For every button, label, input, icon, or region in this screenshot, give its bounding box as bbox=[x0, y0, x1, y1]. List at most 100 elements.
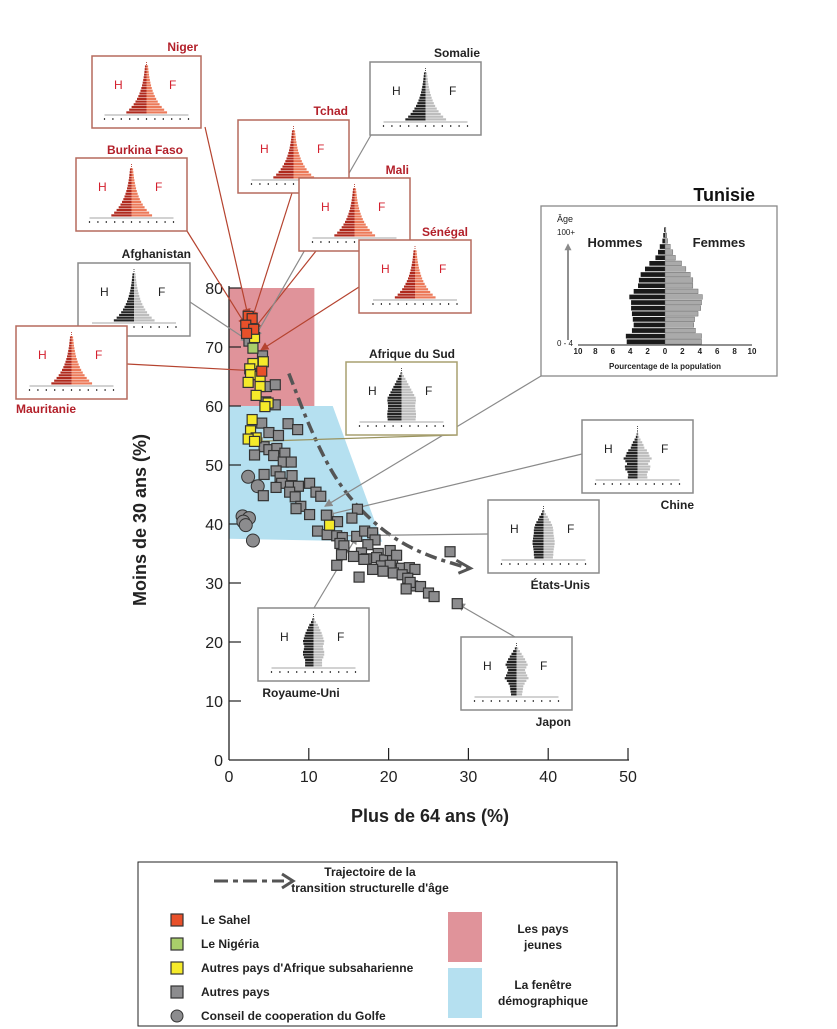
pyramid-bar-male bbox=[131, 278, 134, 281]
inset-male-label: H bbox=[100, 285, 109, 299]
legend-regions: Les pays jeunes La fenêtre démographique bbox=[448, 912, 588, 1018]
pyramid-tick bbox=[389, 303, 391, 305]
pyramid-bar-female bbox=[71, 355, 77, 358]
pyramid-bar-female bbox=[293, 138, 296, 141]
pyramid-bar-female bbox=[71, 363, 79, 366]
point-autres-pays bbox=[303, 477, 316, 489]
pyramid-bar-male bbox=[122, 200, 132, 203]
pyramid-bar-female bbox=[146, 105, 162, 109]
tunisie-x-tick: 6 bbox=[611, 347, 616, 356]
pyramid-bar-male bbox=[533, 550, 544, 554]
pyramid-bar-male bbox=[631, 443, 638, 447]
pyramid-bar-female bbox=[71, 349, 75, 353]
pyramid-bar-female bbox=[415, 263, 419, 267]
pyramid-bar-female bbox=[516, 685, 524, 688]
inset-female-label: F bbox=[317, 142, 324, 156]
pyramid-tick bbox=[346, 671, 348, 673]
pyramid-bar-male bbox=[533, 537, 544, 540]
pyramid-tick bbox=[551, 563, 553, 565]
pyramid-bar-female bbox=[516, 687, 523, 691]
pyramid-tick bbox=[156, 221, 158, 223]
pyramid-bar-female bbox=[354, 193, 357, 196]
pyramid-bar-male bbox=[423, 75, 426, 78]
legend-swatch-le-sahel bbox=[170, 913, 184, 927]
pyramid-bar-male bbox=[532, 542, 544, 545]
tunisie-bar-female bbox=[664, 339, 702, 345]
pyramid-tick bbox=[158, 326, 160, 328]
point-conseil-de-cooperation-du-golfe bbox=[238, 518, 253, 533]
pyramid-bar-female bbox=[415, 290, 431, 294]
pyramid-tick bbox=[279, 671, 281, 673]
pyramid-tick bbox=[54, 389, 56, 391]
pyramid-tick bbox=[304, 671, 306, 673]
pyramid-bar-female bbox=[415, 266, 419, 269]
pyramid-bar-female bbox=[516, 658, 526, 661]
x-axis-label: Plus de 64 ans (%) bbox=[351, 806, 509, 826]
point-autres-pays-d-afrique-subsaharienne bbox=[242, 376, 254, 388]
pyramid-bar-male bbox=[305, 631, 314, 635]
tunisie-bar-female bbox=[664, 249, 674, 255]
point-autres-pays bbox=[270, 481, 282, 494]
pyramid-bar-male bbox=[400, 290, 415, 294]
pyramid-bar-male bbox=[628, 449, 638, 452]
pyramid-bar-male bbox=[122, 308, 134, 311]
point-le-sahel bbox=[256, 365, 268, 377]
pyramid-bar-female bbox=[415, 274, 422, 277]
point-autres-pays bbox=[263, 426, 275, 439]
point-autres-pays bbox=[315, 490, 327, 502]
pyramid-bar-female bbox=[134, 278, 137, 281]
pyramid-bar-female bbox=[313, 658, 323, 662]
pyramid-tick bbox=[517, 563, 519, 565]
pyramid-bar-female bbox=[425, 88, 430, 91]
pyramid-bar-female bbox=[134, 284, 137, 287]
tunisie-bar-male bbox=[631, 305, 665, 311]
pyramid-bar-male bbox=[127, 184, 132, 187]
pyramid-bar-male bbox=[390, 391, 402, 394]
pyramid-bar-female bbox=[313, 661, 323, 664]
tunisie-x-tick: 6 bbox=[715, 347, 720, 356]
point-autres-pays-d-afrique-subsaharienne bbox=[257, 356, 269, 368]
legend-region-swatch bbox=[448, 968, 482, 1018]
pyramid-tick bbox=[97, 221, 99, 223]
pyramid-bar-male bbox=[124, 305, 134, 308]
inset-title: Somalie bbox=[434, 46, 480, 60]
pyramid-bar-female bbox=[425, 72, 428, 75]
tunisie-bar-male bbox=[631, 328, 665, 333]
tunisie-x-tick: 0 bbox=[663, 347, 668, 356]
tunisie-x-tick: 8 bbox=[593, 347, 598, 356]
inset-male-label: H bbox=[483, 659, 492, 673]
leader-line-senegal bbox=[260, 286, 360, 351]
pyramid-bar-female bbox=[71, 336, 74, 339]
pyramid-tick bbox=[391, 125, 393, 127]
pyramid-bar-male bbox=[400, 372, 402, 375]
pyramid-bar-female bbox=[401, 412, 417, 416]
pyramid-bar-male bbox=[423, 77, 426, 80]
pyramid-bar-male bbox=[286, 157, 294, 160]
pyramid-bar-male bbox=[394, 296, 415, 299]
pyramid-bar-male bbox=[540, 513, 544, 516]
pyramid-tick bbox=[559, 563, 561, 565]
leader-line-chine bbox=[325, 453, 583, 518]
pyramid-bar-female bbox=[313, 648, 324, 651]
pyramid-bar-male bbox=[417, 102, 426, 105]
pyramid-tick bbox=[358, 425, 361, 427]
leader-line-tunisie bbox=[324, 375, 542, 507]
pyramid-tick bbox=[112, 118, 114, 120]
pyramid-bar-female bbox=[543, 540, 555, 543]
legend: Trajectoire de la transition structurell… bbox=[137, 861, 618, 1027]
pyramid-bar-female bbox=[146, 68, 149, 71]
pyramid-bar-male bbox=[351, 199, 355, 202]
pyramid-tick bbox=[456, 303, 458, 305]
pyramid-bar-female bbox=[146, 81, 151, 84]
pyramid-bar-male bbox=[407, 277, 415, 280]
pyramid-bar-female bbox=[313, 650, 325, 653]
pyramid-tick bbox=[338, 671, 340, 673]
pyramid-tick bbox=[28, 389, 31, 391]
pyramid-tick bbox=[154, 118, 156, 120]
pyramid-bar-female bbox=[637, 462, 649, 465]
pyramid-bar-male bbox=[284, 162, 294, 165]
pyramid-bar-female bbox=[543, 513, 547, 516]
pyramid-bar-female bbox=[425, 96, 432, 99]
pyramid-tick bbox=[328, 241, 330, 243]
